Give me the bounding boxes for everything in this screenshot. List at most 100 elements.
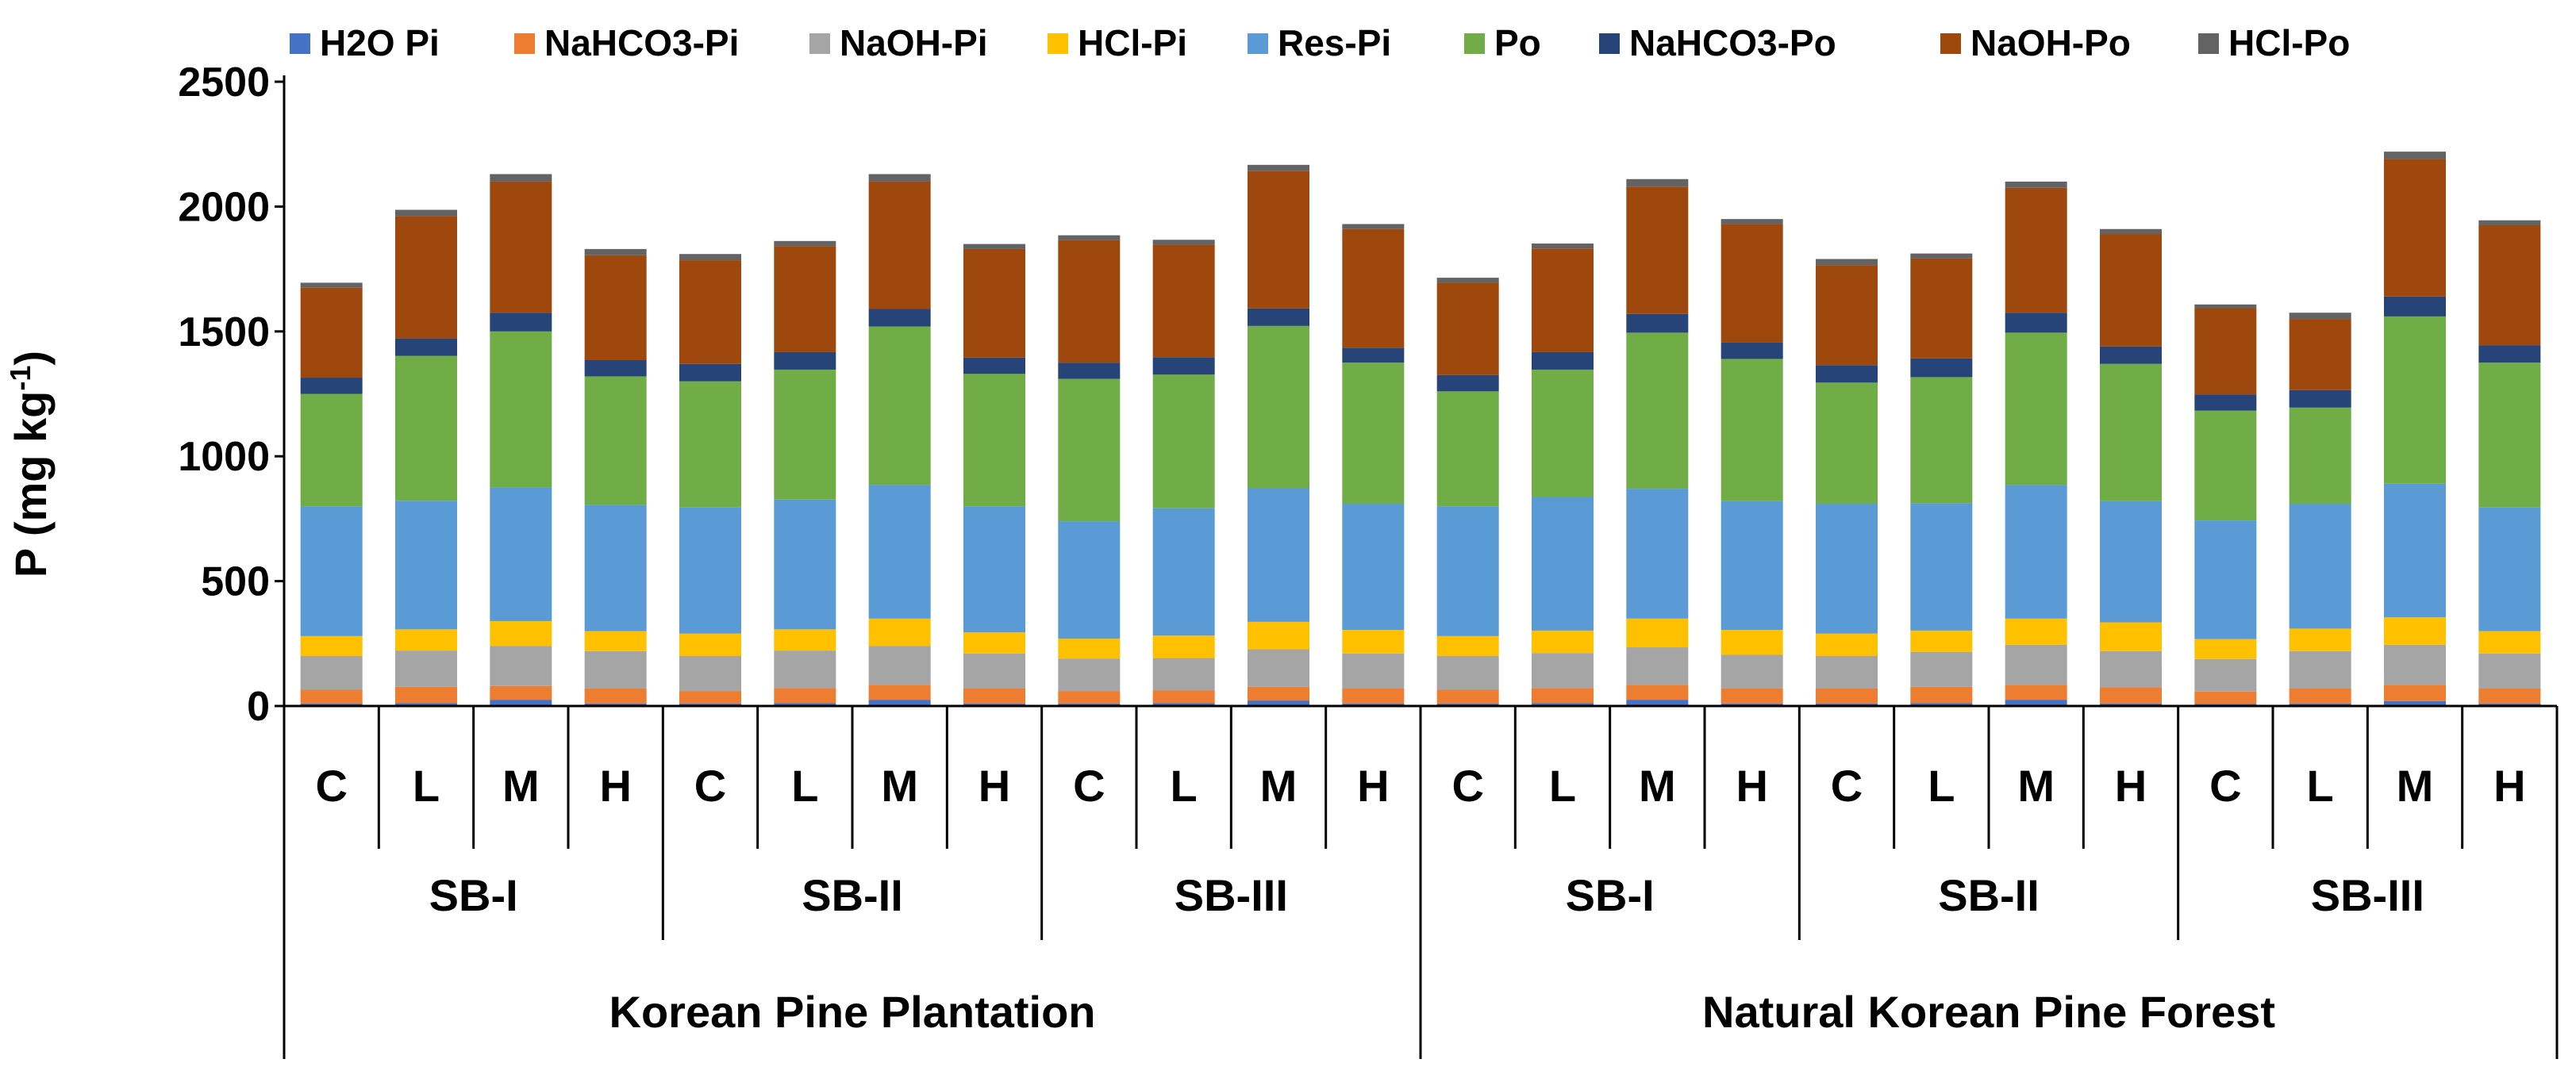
bar-segment [300, 282, 363, 288]
bar-segment [2289, 504, 2351, 629]
bar-segment [868, 618, 931, 647]
legend-label: NaHCO3-Po [1629, 22, 1836, 63]
bar-segment [1626, 186, 1689, 314]
bar-segment [2194, 639, 2257, 659]
legend-label: NaOH-Po [1970, 22, 2131, 63]
bar-segment [1532, 630, 1594, 654]
bar-segment [490, 685, 552, 700]
bar-segment [490, 181, 552, 313]
bar-segment [1532, 653, 1594, 689]
bar-segment [1721, 224, 1783, 343]
bar-segment [679, 260, 741, 364]
legend-label: HCl-Po [2228, 22, 2350, 63]
bar-segment [395, 629, 457, 651]
y-tick-label: 2500 [178, 59, 270, 106]
bar-segment [395, 338, 457, 356]
bar-segment [300, 635, 363, 657]
bar-segment [1721, 654, 1783, 689]
bar-segment [490, 313, 552, 332]
y-axis-label: P (mg kg-1) [4, 351, 56, 577]
bar-segment [1910, 258, 1973, 359]
bar-segment [2005, 485, 2067, 619]
bar-segment [1626, 647, 1689, 685]
bar-segment [584, 360, 647, 377]
bar-segment [1342, 228, 1405, 348]
category-label: L [791, 761, 818, 811]
bar-segment [1626, 332, 1689, 489]
bar-segment [2384, 152, 2446, 159]
bar-segment [774, 499, 836, 630]
bar-segment [395, 703, 457, 706]
group-label: SB-III [2311, 870, 2424, 920]
bar-segment [963, 244, 1025, 249]
bar-segment [1721, 703, 1783, 706]
bar-segment [1152, 703, 1215, 706]
bar-segment [300, 393, 363, 507]
y-tick-label: 2000 [178, 184, 270, 230]
category-label: C [1451, 761, 1483, 811]
bar-segment [1248, 488, 1309, 622]
legend-swatch [1940, 33, 1961, 54]
bar-segment [2478, 688, 2541, 704]
y-axis-label-close: ) [6, 351, 56, 366]
bar-segment [1721, 219, 1783, 224]
category-label: H [978, 761, 1010, 811]
bar-segment [2100, 650, 2162, 688]
bar-segment [490, 487, 552, 621]
legend-swatch [1599, 33, 1620, 54]
group-label: SB-I [1566, 870, 1655, 920]
bar-segment [1816, 365, 1878, 383]
bar-segment [774, 703, 836, 706]
bar-segment [1436, 506, 1499, 636]
bar-segment [395, 686, 457, 704]
bar-segment [1152, 374, 1215, 508]
bar-segment [1058, 235, 1121, 240]
bar-segment [300, 656, 363, 690]
bar-segment [774, 369, 836, 500]
legend-swatch [2198, 33, 2219, 54]
bar-segment [584, 255, 647, 361]
bar-segment [2478, 225, 2541, 346]
bar-segment [868, 485, 931, 619]
legend-label: NaOH-Pi [840, 22, 988, 63]
bar-segment [1816, 633, 1878, 657]
legend-swatch [1248, 33, 1268, 54]
category-label: H [2493, 761, 2525, 811]
bar-segment [1721, 629, 1783, 655]
bar-segment [2194, 691, 2257, 704]
bar-segment [2289, 628, 2351, 651]
bar-segment [395, 650, 457, 687]
bar-segment [868, 174, 931, 182]
bar-segment [2384, 483, 2446, 618]
bar-segment [395, 216, 457, 339]
legend-label: Res-Pi [1278, 22, 1391, 63]
bar-segment [1248, 649, 1309, 687]
bar-segment [1248, 700, 1309, 706]
category-label: H [599, 761, 631, 811]
bar-segment [1626, 489, 1689, 619]
bar-segment [2384, 700, 2446, 706]
bar-segment [1058, 691, 1121, 704]
bar-segment [679, 656, 741, 692]
bar-segment [584, 688, 647, 704]
bar-segment [963, 688, 1025, 704]
bar-segment [963, 374, 1025, 507]
bar-segment [2005, 313, 2067, 333]
bar-segment [1816, 382, 1878, 505]
bar-segment [868, 326, 931, 485]
y-axis-label-superscript: -1 [4, 366, 37, 391]
bar-segment [1342, 653, 1405, 689]
bar-segment [490, 646, 552, 686]
bar-segment [1058, 703, 1121, 706]
y-tick-label: 1500 [178, 309, 270, 355]
bar-segment [2289, 407, 2351, 505]
category-label: C [2209, 761, 2241, 811]
bar-segment [490, 331, 552, 488]
bar-segment [1152, 244, 1215, 358]
bar-segment [1910, 686, 1973, 704]
category-label: M [502, 761, 540, 811]
bar-segment [1910, 651, 1973, 687]
bar-segment [2289, 688, 2351, 704]
bar-segment [679, 633, 741, 657]
bar-segment [774, 688, 836, 704]
